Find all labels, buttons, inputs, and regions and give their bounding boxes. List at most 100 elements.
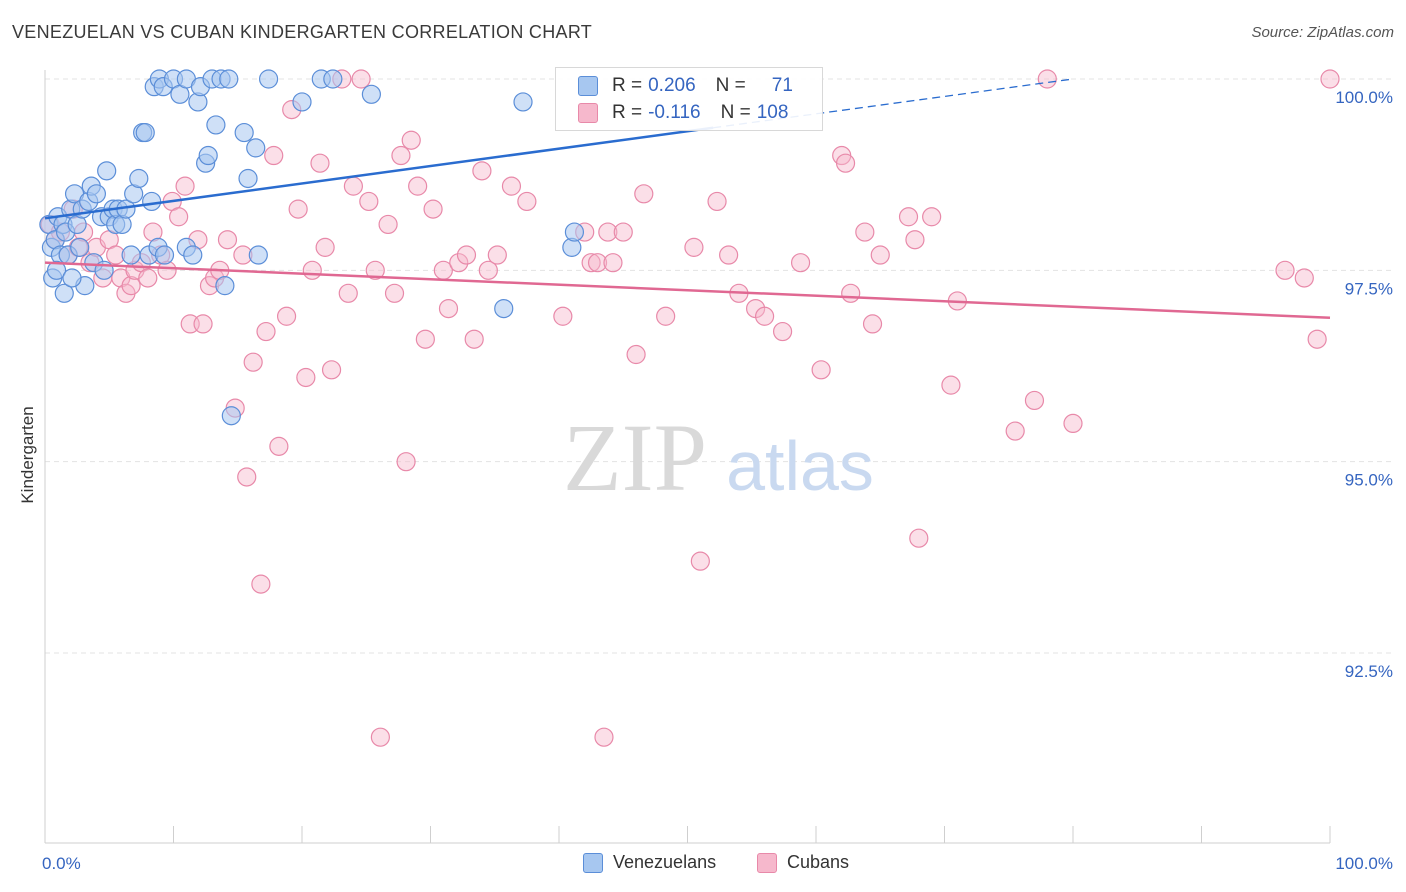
point-cubans-33 (237, 467, 257, 487)
y-axis-label: Kindergarten (18, 406, 37, 503)
point-cubans-64 (449, 253, 469, 273)
point-cubans-48 (338, 283, 358, 303)
point-cubans-49 (343, 176, 363, 196)
point-cubans-42 (296, 367, 316, 388)
point-cubans-69 (487, 245, 507, 265)
point-cubans-98 (870, 245, 890, 265)
point-cubans-60 (415, 329, 435, 349)
point-venezuelans-55 (234, 122, 254, 143)
chart-title: VENEZUELAN VS CUBAN KINDERGARTEN CORRELA… (12, 22, 593, 42)
point-venezuelans-53 (219, 69, 239, 89)
point-venezuelans-21 (97, 161, 117, 181)
point-cubans-34 (243, 352, 263, 372)
point-venezuelans-48 (198, 145, 218, 166)
source-label: Source: ZipAtlas.com (1251, 24, 1394, 41)
point-cubans-38 (269, 436, 289, 456)
point-cubans-84 (690, 551, 710, 571)
point-cubans-101 (909, 528, 929, 548)
y-tick-label-3: 100.0% (1335, 88, 1393, 107)
legend-n-label: N = (720, 102, 751, 123)
point-cubans-44 (310, 153, 330, 173)
point-cubans-77 (598, 222, 618, 242)
legend-item-venezuelans[interactable]: Venezuelans (583, 852, 716, 873)
point-venezuelans-44 (183, 245, 203, 265)
trend-venezuelans-dashed (713, 78, 1074, 129)
point-cubans-90 (772, 321, 793, 342)
point-cubans-17 (138, 268, 158, 288)
point-cubans-36 (256, 321, 276, 342)
point-cubans-112 (1307, 329, 1327, 349)
point-cubans-65 (456, 245, 477, 265)
point-venezuelans-39 (154, 245, 175, 265)
point-venezuelans-54 (221, 406, 241, 426)
point-venezuelans-60 (292, 92, 312, 112)
point-cubans-97 (862, 314, 883, 334)
point-venezuelans-18 (86, 184, 107, 204)
point-venezuelans-58 (248, 245, 268, 265)
point-cubans-94 (835, 153, 856, 173)
point-cubans-78 (603, 253, 623, 273)
y-tick-label-1: 95.0% (1345, 471, 1393, 490)
point-cubans-54 (378, 214, 398, 235)
point-venezuelans-34 (142, 191, 162, 212)
point-venezuelans-28 (121, 245, 141, 265)
legend-n-value-venezuelans: 71 (771, 75, 793, 96)
point-cubans-58 (401, 130, 421, 150)
watermark-zip: ZIP (563, 404, 707, 511)
point-cubans-71 (517, 191, 537, 212)
point-cubans-66 (464, 329, 484, 349)
point-cubans-72 (553, 306, 573, 326)
point-cubans-23 (175, 176, 195, 196)
point-cubans-96 (855, 222, 875, 242)
series-legend: Venezuelans Cubans (0, 852, 1406, 878)
point-cubans-70 (501, 176, 522, 196)
point-cubans-45 (315, 237, 335, 257)
legend-swatch-venezuelans (578, 76, 598, 96)
point-venezuelans-70 (62, 268, 82, 288)
point-cubans-50 (351, 69, 371, 89)
series-cubans (40, 69, 1340, 747)
trend-lines (44, 78, 1331, 320)
point-cubans-53 (370, 727, 390, 747)
point-venezuelans-57 (246, 138, 266, 158)
point-venezuelans-64 (494, 299, 514, 319)
point-cubans-22 (169, 207, 189, 227)
correlation-legend: R = 0.206 N = 71 R = -0.116 N = 108 (555, 67, 823, 131)
legend-swatch-cubans (757, 852, 777, 873)
point-venezuelans-50 (206, 115, 226, 135)
point-cubans-41 (288, 199, 308, 219)
legend-n-value-cubans: 108 (756, 102, 789, 123)
point-venezuelans-52 (215, 276, 235, 296)
point-cubans-102 (922, 207, 942, 227)
point-cubans-76 (587, 253, 608, 273)
point-venezuelans-67 (564, 222, 585, 242)
legend-swatch-venezuelans (583, 852, 603, 873)
point-cubans-89 (754, 306, 775, 326)
trend-cubans (44, 261, 1331, 320)
point-cubans-82 (656, 306, 676, 326)
point-cubans-37 (264, 145, 284, 166)
y-tick-label-2: 97.5% (1345, 279, 1393, 298)
point-venezuelans-30 (129, 168, 149, 189)
point-cubans-111 (1294, 268, 1314, 288)
point-venezuelans-69 (46, 260, 67, 280)
point-cubans-59 (408, 176, 428, 196)
point-cubans-67 (472, 161, 492, 181)
point-cubans-86 (719, 245, 739, 265)
point-cubans-85 (707, 191, 727, 212)
point-cubans-56 (391, 145, 411, 166)
point-cubans-92 (811, 360, 831, 380)
point-cubans-61 (423, 199, 443, 219)
point-cubans-79 (613, 222, 633, 242)
point-cubans-30 (217, 230, 238, 250)
point-venezuelans-56 (238, 168, 258, 189)
point-cubans-57 (396, 452, 416, 472)
point-cubans-106 (1024, 390, 1045, 411)
y-tick-label-0: 92.5% (1345, 662, 1393, 681)
point-cubans-110 (1275, 260, 1295, 280)
point-cubans-68 (478, 260, 498, 280)
point-cubans-55 (384, 283, 405, 303)
legend-item-cubans[interactable]: Cubans (757, 852, 849, 873)
point-cubans-51 (359, 191, 379, 212)
